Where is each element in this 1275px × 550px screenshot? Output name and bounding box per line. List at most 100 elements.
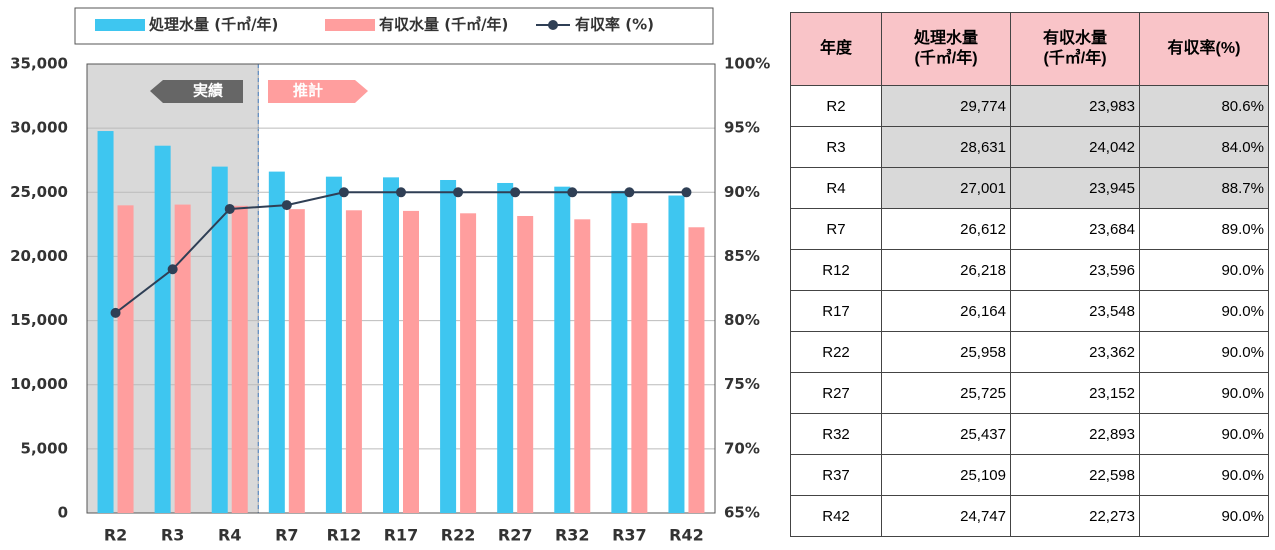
x-tick-label: R37: [612, 526, 647, 545]
table-cell: R27: [790, 372, 882, 414]
x-tick-label: R42: [669, 526, 704, 545]
rate-marker: [567, 187, 578, 198]
bar: [611, 190, 628, 514]
table-cell: R2: [790, 85, 882, 127]
table-cell: 23,684: [1010, 208, 1140, 250]
y2-tick-label: 100%: [724, 55, 770, 73]
table-cell: 22,598: [1010, 454, 1140, 496]
table-cell: 90.0%: [1139, 413, 1269, 455]
bar: [517, 215, 534, 513]
table-cell: 90.0%: [1139, 454, 1269, 496]
table-cell: 89.0%: [1139, 208, 1269, 250]
table-cell: 24,747: [881, 495, 1011, 537]
table-row: R2 29,774 23,983 80.6%: [790, 85, 1269, 127]
rate-marker: [167, 264, 178, 275]
table-cell: 23,945: [1010, 167, 1140, 209]
bar: [631, 223, 648, 513]
bar: [268, 171, 285, 513]
header-text: 有収率(%): [1167, 40, 1241, 57]
table-cell: 29,774: [881, 85, 1011, 127]
y-tick-label: 10,000: [10, 375, 68, 393]
past-arrow: [150, 80, 243, 103]
table-row: R7 26,612 23,684 89.0%: [790, 208, 1269, 250]
rate-marker: [396, 187, 406, 198]
bar: [325, 176, 342, 513]
table-cell: 90.0%: [1139, 290, 1269, 332]
table-cell: 26,164: [881, 290, 1011, 332]
table-cell: 22,893: [1010, 413, 1140, 455]
table-cell: R37: [790, 454, 882, 496]
table-cell: R7: [790, 208, 882, 250]
table-cell: 90.0%: [1139, 331, 1269, 373]
x-tick-label: R22: [441, 526, 476, 545]
table-cell: 27,001: [881, 167, 1011, 209]
y-tick-label: 20,000: [10, 247, 68, 265]
table-row: R3 28,631 24,042 84.0%: [790, 126, 1269, 168]
rate-marker: [681, 187, 692, 198]
table-cell: 23,152: [1010, 372, 1140, 414]
bar: [460, 213, 477, 513]
x-tick-label: R32: [555, 526, 590, 545]
table-row: R12 26,218 23,596 90.0%: [790, 249, 1269, 291]
header-text: 処理水量: [913, 30, 978, 47]
x-tick-label: R17: [384, 526, 419, 545]
y2-tick-label: 95%: [724, 119, 760, 137]
legend-swatch: [95, 19, 145, 31]
plot-frame: [86, 63, 716, 514]
y-tick-label: 0: [58, 504, 68, 522]
bar: [288, 209, 305, 513]
bar: [403, 210, 419, 514]
y-tick-label: 15,000: [10, 311, 68, 329]
table-row: R37 25,109 22,598 90.0%: [790, 454, 1269, 496]
legend-label: 有収水量 (千㎥/年): [379, 16, 508, 34]
table-cell: R3: [790, 126, 882, 168]
table-row: R32 25,437 22,893 90.0%: [790, 413, 1269, 455]
bar: [211, 166, 228, 514]
y-tick-label: 5,000: [21, 439, 68, 457]
table-row: R4 27,001 23,945 88.7%: [790, 167, 1269, 209]
header-cell: 処理水量 (千㎥/年): [881, 12, 1011, 86]
rate-marker: [224, 203, 235, 214]
table-cell: 25,725: [881, 372, 1011, 414]
table-cell: R17: [790, 290, 882, 332]
data-table: 年度 処理水量 (千㎥/年) 有収水量 (千㎥/年) 有収率(%) R2 29,774 23,9…: [790, 12, 1269, 537]
rate-marker: [510, 187, 521, 198]
rate-marker: [281, 200, 292, 211]
table-cell: R12: [790, 249, 882, 291]
chart: 実績 推計 0 5,000 10,000 15,000 20,000 25,000 30,000…: [10, 7, 770, 545]
table-row: R42 24,747 22,273 90.0%: [790, 495, 1269, 537]
table-cell: R4: [790, 167, 882, 209]
bar: [497, 182, 514, 514]
table-cell: 26,612: [881, 208, 1011, 250]
x-tick-label: R7: [275, 526, 298, 545]
bar: [668, 195, 685, 513]
bar: [117, 205, 134, 513]
bar: [97, 131, 114, 513]
y2-tick-label: 65%: [724, 504, 760, 522]
header-text: (千㎥/年): [1043, 50, 1107, 67]
annotation: 推計: [293, 82, 323, 100]
bar: [383, 177, 399, 513]
past-region: [86, 63, 259, 514]
y2-tick-label: 70%: [724, 439, 760, 457]
legend-swatch: [325, 19, 375, 31]
table-cell: R22: [790, 331, 882, 373]
bar: [440, 179, 457, 513]
table-cell: 24,042: [1010, 126, 1140, 168]
bar: [345, 210, 362, 513]
y2-tick-label: 80%: [724, 311, 760, 329]
table-cell: 25,958: [881, 331, 1011, 373]
bar: [688, 227, 705, 513]
table-cell: 25,437: [881, 413, 1011, 455]
table-cell: 26,218: [881, 249, 1011, 291]
table-cell: 90.0%: [1139, 249, 1269, 291]
table-cell: R42: [790, 495, 882, 537]
rate-marker: [453, 187, 464, 198]
table-cell: 28,631: [881, 126, 1011, 168]
y-tick-label: 25,000: [10, 183, 68, 201]
table-cell: 23,548: [1010, 290, 1140, 332]
y2-tick-label: 90%: [724, 183, 760, 201]
table-cell: 22,273: [1010, 495, 1140, 537]
rate-marker: [624, 187, 635, 198]
